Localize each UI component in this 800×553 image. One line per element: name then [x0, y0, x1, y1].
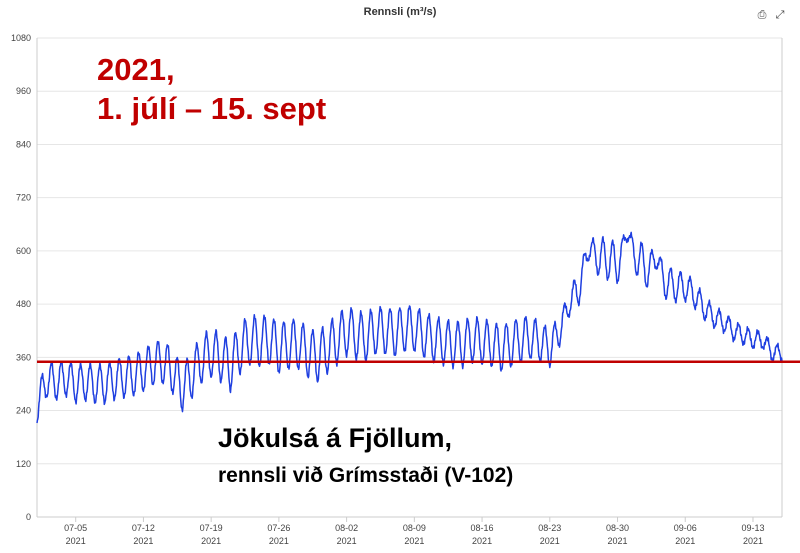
red-annotation-line-2: 1. júlí – 15. sept	[97, 91, 327, 126]
y-tick-label: 1080	[11, 33, 31, 43]
y-tick-label: 720	[16, 193, 31, 203]
x-tick-label: 07-12	[132, 523, 155, 533]
x-tick-label: 08-16	[471, 523, 494, 533]
x-tick-label: 08-23	[538, 523, 561, 533]
x-tick-year: 2021	[201, 536, 221, 546]
station-subtitle: rennsli við Grímsstaði (V-102)	[218, 464, 514, 487]
x-tick-year: 2021	[133, 536, 153, 546]
x-tick-label: 08-09	[403, 523, 426, 533]
chart-title: Rennsli (m³/s)	[363, 6, 437, 18]
y-tick-label: 480	[16, 299, 31, 309]
x-tick-year: 2021	[404, 536, 424, 546]
x-tick-label: 07-05	[64, 523, 87, 533]
x-tick-year: 2021	[608, 536, 628, 546]
x-tick-label: 09-13	[741, 523, 764, 533]
y-tick-label: 960	[16, 86, 31, 96]
x-tick-year: 2021	[472, 536, 492, 546]
x-tick-label: 07-26	[267, 523, 290, 533]
x-tick-label: 08-02	[335, 523, 358, 533]
y-tick-label: 600	[16, 246, 31, 256]
x-tick-year: 2021	[540, 536, 560, 546]
y-tick-label: 0	[26, 512, 31, 522]
chart-toolbar: ⎙ ⤢	[756, 9, 786, 21]
y-tick-label: 120	[16, 459, 31, 469]
flow-series-line	[36, 231, 783, 424]
expand-icon[interactable]: ⤢	[775, 9, 785, 21]
export-icon[interactable]: ⎙	[757, 9, 767, 21]
x-tick-year: 2021	[743, 536, 763, 546]
station-title: Jökulsá á Fjöllum,	[218, 423, 453, 453]
x-tick-year: 2021	[269, 536, 289, 546]
y-tick-label: 840	[16, 139, 31, 149]
x-tick-label: 09-06	[674, 523, 697, 533]
x-tick-year: 2021	[675, 536, 695, 546]
red-annotation-line-1: 2021,	[97, 52, 175, 87]
x-tick-year: 2021	[337, 536, 357, 546]
x-tick-label: 08-30	[606, 523, 629, 533]
y-tick-label: 360	[16, 352, 31, 362]
x-tick-year: 2021	[66, 536, 86, 546]
x-tick-label: 07-19	[200, 523, 223, 533]
y-tick-label: 240	[16, 406, 31, 416]
